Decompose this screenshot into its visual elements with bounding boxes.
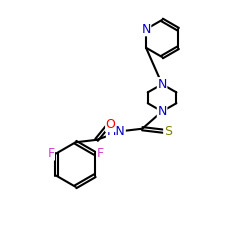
Text: S: S (164, 125, 172, 138)
Text: F: F (47, 147, 54, 160)
Text: F: F (97, 147, 104, 160)
Text: O: O (106, 118, 116, 132)
Text: N: N (158, 105, 167, 118)
Text: N: N (158, 78, 167, 91)
Text: HN: HN (106, 125, 125, 138)
Text: N: N (141, 23, 151, 36)
